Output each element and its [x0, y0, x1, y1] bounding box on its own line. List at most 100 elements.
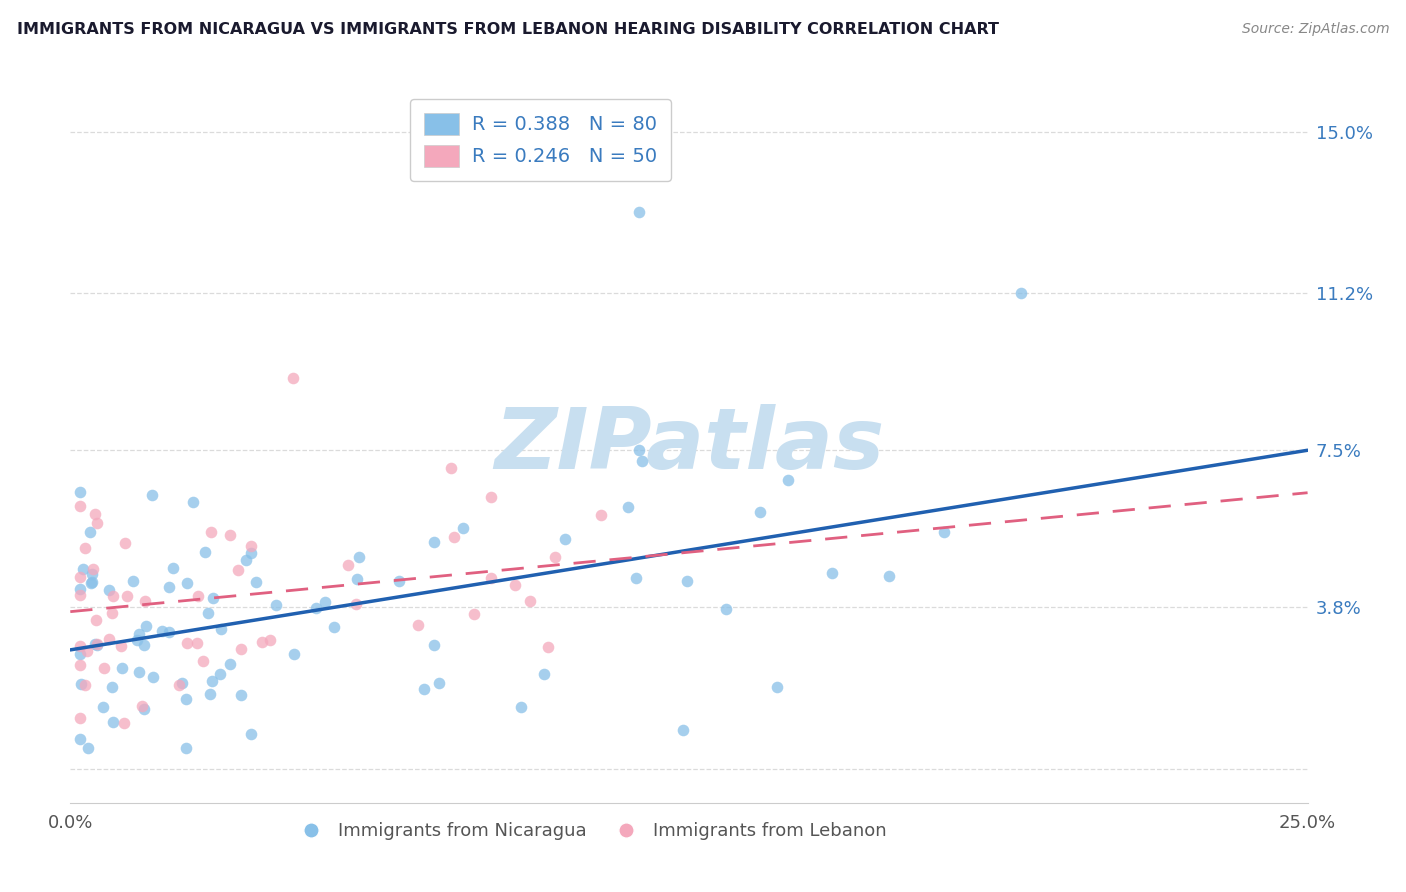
- Point: [245, 575, 267, 590]
- Point: [259, 633, 281, 648]
- Point: [346, 572, 368, 586]
- Point: [135, 619, 157, 633]
- Point: [509, 700, 531, 714]
- Point: [879, 568, 901, 582]
- Point: [344, 597, 367, 611]
- Point: [82, 562, 104, 576]
- Point: [134, 594, 156, 608]
- Point: [167, 677, 190, 691]
- Point: [229, 689, 252, 703]
- Point: [69, 587, 91, 601]
- Point: [73, 541, 96, 556]
- Point: [451, 521, 474, 535]
- Point: [100, 681, 122, 695]
- Point: [427, 676, 450, 690]
- Point: [69, 657, 91, 672]
- Point: [305, 600, 328, 615]
- Point: [128, 627, 150, 641]
- Point: [209, 666, 232, 681]
- Point: [672, 723, 695, 737]
- Legend: Immigrants from Nicaragua, Immigrants from Lebanon: Immigrants from Nicaragua, Immigrants fr…: [285, 815, 894, 847]
- Point: [776, 473, 799, 487]
- Point: [69, 499, 91, 513]
- Point: [250, 635, 273, 649]
- Text: Source: ZipAtlas.com: Source: ZipAtlas.com: [1241, 22, 1389, 37]
- Point: [112, 715, 135, 730]
- Point: [73, 678, 96, 692]
- Point: [821, 566, 844, 580]
- Point: [128, 665, 150, 679]
- Point: [226, 563, 249, 577]
- Point: [86, 638, 108, 652]
- Point: [240, 546, 263, 560]
- Point: [714, 602, 737, 616]
- Point: [150, 624, 173, 639]
- Point: [115, 589, 138, 603]
- Point: [200, 687, 222, 701]
- Point: [628, 443, 651, 458]
- Point: [72, 561, 94, 575]
- Point: [174, 740, 197, 755]
- Point: [235, 553, 257, 567]
- Point: [519, 593, 541, 607]
- Point: [537, 640, 560, 655]
- Point: [544, 549, 567, 564]
- Point: [91, 700, 114, 714]
- Point: [132, 638, 155, 652]
- Point: [628, 205, 651, 219]
- Point: [503, 578, 526, 592]
- Point: [111, 661, 134, 675]
- Point: [157, 624, 180, 639]
- Point: [174, 692, 197, 706]
- Point: [122, 574, 145, 588]
- Point: [69, 484, 91, 499]
- Point: [110, 640, 132, 654]
- Point: [69, 731, 91, 746]
- Point: [80, 567, 103, 582]
- Point: [157, 580, 180, 594]
- Point: [337, 558, 360, 572]
- Point: [176, 635, 198, 649]
- Point: [191, 654, 214, 668]
- Point: [406, 617, 429, 632]
- Point: [142, 670, 165, 684]
- Point: [97, 583, 120, 598]
- Point: [132, 702, 155, 716]
- Point: [172, 676, 194, 690]
- Point: [240, 727, 263, 741]
- Point: [69, 711, 91, 725]
- Point: [187, 589, 209, 603]
- Point: [98, 632, 121, 647]
- Point: [281, 371, 304, 385]
- Point: [141, 488, 163, 502]
- Point: [766, 680, 789, 694]
- Point: [200, 525, 222, 540]
- Point: [194, 545, 217, 559]
- Point: [239, 539, 262, 553]
- Point: [413, 681, 436, 696]
- Point: [201, 591, 224, 605]
- Point: [76, 644, 98, 658]
- Point: [533, 667, 555, 681]
- Point: [93, 660, 115, 674]
- Point: [231, 642, 253, 657]
- Point: [86, 637, 108, 651]
- Point: [675, 574, 697, 588]
- Point: [209, 622, 232, 636]
- Point: [283, 647, 305, 661]
- Point: [70, 677, 93, 691]
- Point: [186, 636, 208, 650]
- Point: [176, 576, 198, 591]
- Point: [86, 516, 108, 531]
- Point: [114, 536, 136, 550]
- Point: [69, 647, 91, 661]
- Point: [322, 620, 344, 634]
- Point: [218, 657, 240, 671]
- Point: [69, 570, 91, 584]
- Point: [84, 507, 107, 521]
- Point: [631, 454, 654, 468]
- Point: [69, 639, 91, 653]
- Point: [80, 576, 103, 591]
- Point: [349, 550, 371, 565]
- Point: [79, 524, 101, 539]
